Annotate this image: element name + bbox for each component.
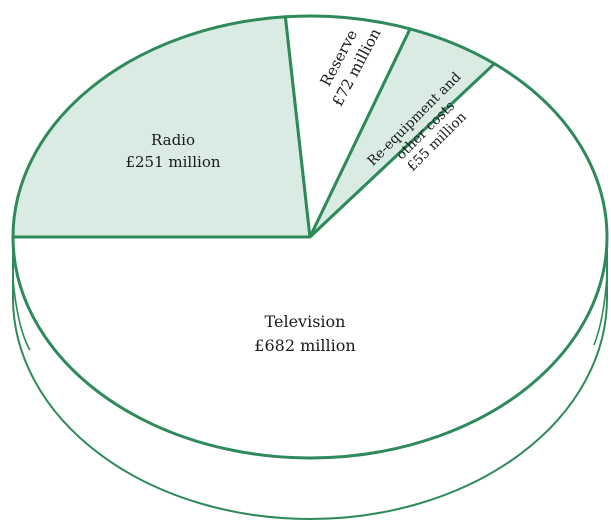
pie-side-right-curve [593,274,608,346]
slice-television [11,62,609,460]
slice-radio [11,15,312,239]
pie-side-left-curve [12,279,31,351]
slice-label-radio: Radio [151,131,195,149]
slice-label-television: Television [265,312,346,331]
slice-value-television: £682 million [254,336,355,355]
slice-reserve [283,14,412,239]
slice-value-radio: £251 million [125,153,220,171]
pie-slices [11,14,609,460]
